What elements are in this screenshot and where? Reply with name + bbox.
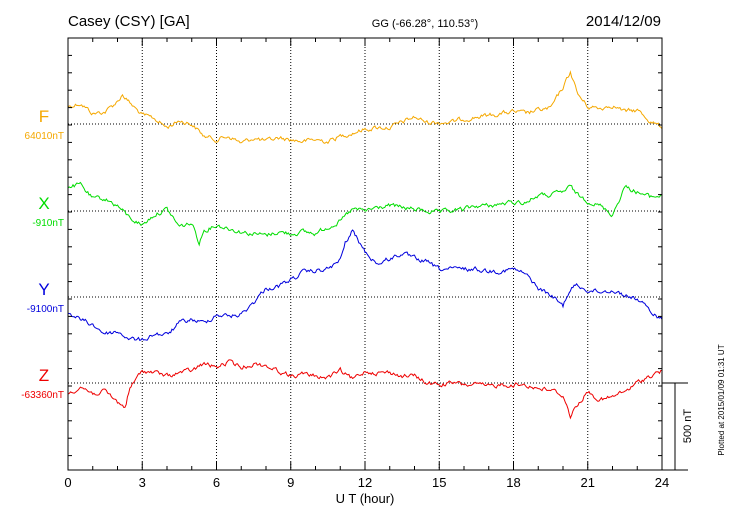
station-title: Casey (CSY) [GA] (68, 13, 190, 30)
series-line-z (67, 359, 663, 420)
series-name-y: Y (38, 280, 49, 299)
plotted-timestamp: Plotted at 2015/01/09 01:31 UT (717, 344, 726, 455)
coords-label: GG (-66.28°, 110.53°) (372, 18, 478, 30)
series-layer (67, 70, 663, 420)
date-label: 2014/12/09 (586, 13, 661, 30)
series-baseline-y: -9100nT (27, 304, 64, 315)
x-axis-label: U T (hour) (336, 491, 395, 506)
series-line-y (67, 229, 663, 342)
series-labels: F 64010nT X -910nT Y -9100nT Z -63360nT (21, 107, 64, 401)
series-baseline-f: 64010nT (25, 131, 64, 142)
x-tick-label: 24 (655, 475, 669, 490)
x-tick-label: 6 (213, 475, 220, 490)
x-axis-ticks: 0 3 6 9 12 15 18 21 24 (64, 37, 669, 490)
scale-bar: 500 nT (662, 382, 694, 471)
series-line-x (67, 181, 663, 247)
x-tick-label: 3 (139, 475, 146, 490)
x-tick-label: 12 (358, 475, 372, 490)
series-baseline-z: -63360nT (21, 390, 64, 401)
scale-bar-label: 500 nT (682, 409, 694, 444)
series-line-f (67, 70, 663, 145)
series-name-x: X (38, 194, 49, 213)
series-baseline-x: -910nT (32, 218, 64, 229)
series-name-f: F (39, 107, 49, 126)
grid-lines (68, 38, 662, 470)
series-name-z: Z (39, 366, 49, 385)
x-tick-label: 9 (287, 475, 294, 490)
x-tick-label: 0 (64, 475, 71, 490)
x-tick-label: 15 (432, 475, 446, 490)
x-tick-label: 21 (581, 475, 595, 490)
x-tick-label: 18 (506, 475, 520, 490)
